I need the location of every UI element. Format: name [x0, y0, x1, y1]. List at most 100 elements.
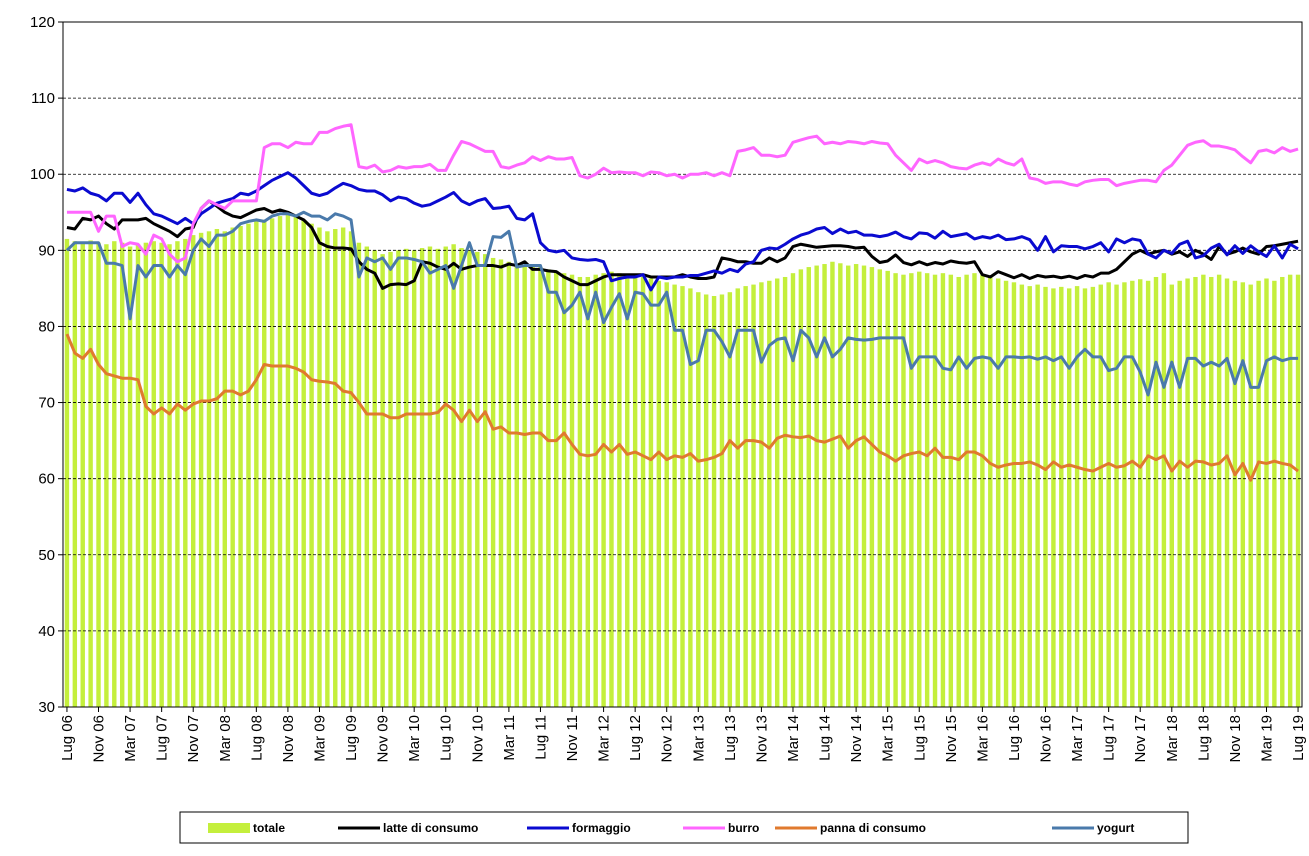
bar — [601, 273, 606, 707]
bar — [135, 244, 141, 707]
x-tick-label: Mar 08 — [217, 715, 234, 762]
x-tick-label: Mar 10 — [406, 715, 423, 762]
bar — [214, 229, 220, 707]
x-tick-label: Lug 17 — [1101, 715, 1118, 761]
bar — [1169, 284, 1174, 707]
bar — [964, 274, 969, 707]
bar — [88, 240, 93, 707]
bar — [774, 278, 780, 707]
bar — [703, 294, 709, 707]
y-tick-label: 70 — [38, 395, 55, 412]
y-tick-label: 40 — [38, 623, 55, 640]
bar — [917, 271, 922, 707]
bar — [1027, 286, 1032, 707]
bar — [1122, 282, 1127, 707]
bar — [869, 267, 875, 707]
bar — [696, 292, 701, 707]
y-tick-label: 100 — [30, 166, 55, 183]
bar — [1209, 276, 1214, 707]
x-tick-label: Nov 16 — [1038, 715, 1055, 763]
bar — [301, 219, 306, 707]
bar — [238, 225, 243, 707]
bar — [451, 244, 456, 707]
bar — [538, 267, 543, 707]
x-tick-label: Nov 08 — [280, 715, 297, 763]
bar — [940, 273, 946, 707]
x-tick-label: Nov 06 — [91, 715, 108, 763]
bar — [175, 241, 180, 707]
bar — [191, 235, 196, 707]
legend-swatch — [208, 823, 250, 833]
bar — [924, 273, 930, 707]
bar — [814, 265, 819, 707]
x-tick-label: Lug 11 — [532, 715, 549, 760]
x-tick-label: Mar 07 — [122, 715, 139, 762]
bar — [167, 244, 172, 707]
legend-label: yogurt — [1097, 821, 1134, 835]
bar — [490, 257, 496, 707]
x-tick-label: Lug 08 — [248, 715, 265, 761]
bar — [506, 261, 512, 707]
bar — [1066, 288, 1072, 707]
bar — [1090, 286, 1096, 707]
bar — [119, 242, 125, 707]
bar — [585, 276, 591, 707]
x-tick-label: Mar 12 — [596, 715, 613, 762]
bar — [751, 284, 756, 707]
bar — [104, 244, 109, 707]
bar — [1035, 284, 1040, 707]
y-tick-label: 50 — [38, 547, 55, 564]
bar — [198, 232, 204, 708]
bar — [151, 241, 156, 707]
bar — [782, 276, 788, 707]
bar — [546, 269, 551, 707]
bar — [767, 280, 772, 707]
legend-label: burro — [728, 821, 759, 835]
x-tick-label: Nov 12 — [659, 715, 676, 763]
bar — [1161, 273, 1167, 707]
bar — [127, 246, 133, 707]
bar — [1240, 282, 1246, 707]
bar — [530, 265, 535, 707]
bar — [364, 246, 370, 707]
bar — [419, 248, 425, 708]
x-tick-label: Lug 16 — [1006, 715, 1023, 761]
bar — [672, 284, 677, 707]
bar — [1145, 280, 1151, 707]
bar — [806, 267, 811, 707]
bar — [388, 251, 393, 707]
bar — [1138, 279, 1143, 707]
bar — [1193, 276, 1198, 707]
bar — [1098, 284, 1103, 707]
bar — [1295, 274, 1301, 707]
y-tick-label: 120 — [30, 14, 55, 31]
bar — [482, 254, 488, 707]
x-tick-label: Nov 10 — [469, 715, 486, 763]
bar — [625, 274, 630, 707]
series-line — [66, 171, 1299, 292]
series-line — [65, 333, 1299, 482]
x-tick-label: Mar 18 — [1164, 715, 1181, 762]
bar — [269, 218, 275, 707]
y-tick-label: 60 — [38, 471, 55, 488]
bar — [711, 296, 717, 707]
bar — [932, 274, 938, 707]
bar — [861, 265, 867, 707]
bar — [893, 273, 898, 707]
bar — [956, 276, 961, 707]
legend-label: panna di consumo — [820, 821, 926, 835]
bar — [333, 229, 338, 707]
bar — [1019, 284, 1025, 707]
bar — [727, 292, 733, 707]
bar — [1153, 276, 1159, 707]
bar — [664, 282, 669, 707]
bar — [1256, 280, 1261, 707]
bar — [1248, 284, 1253, 707]
x-tick-label: Mar 15 — [880, 715, 897, 762]
x-tick-label: Lug 18 — [1195, 715, 1212, 761]
bar — [656, 280, 662, 707]
y-tick-label: 30 — [38, 699, 55, 716]
bar — [995, 278, 1001, 707]
bar — [380, 254, 385, 707]
bar — [569, 274, 575, 707]
